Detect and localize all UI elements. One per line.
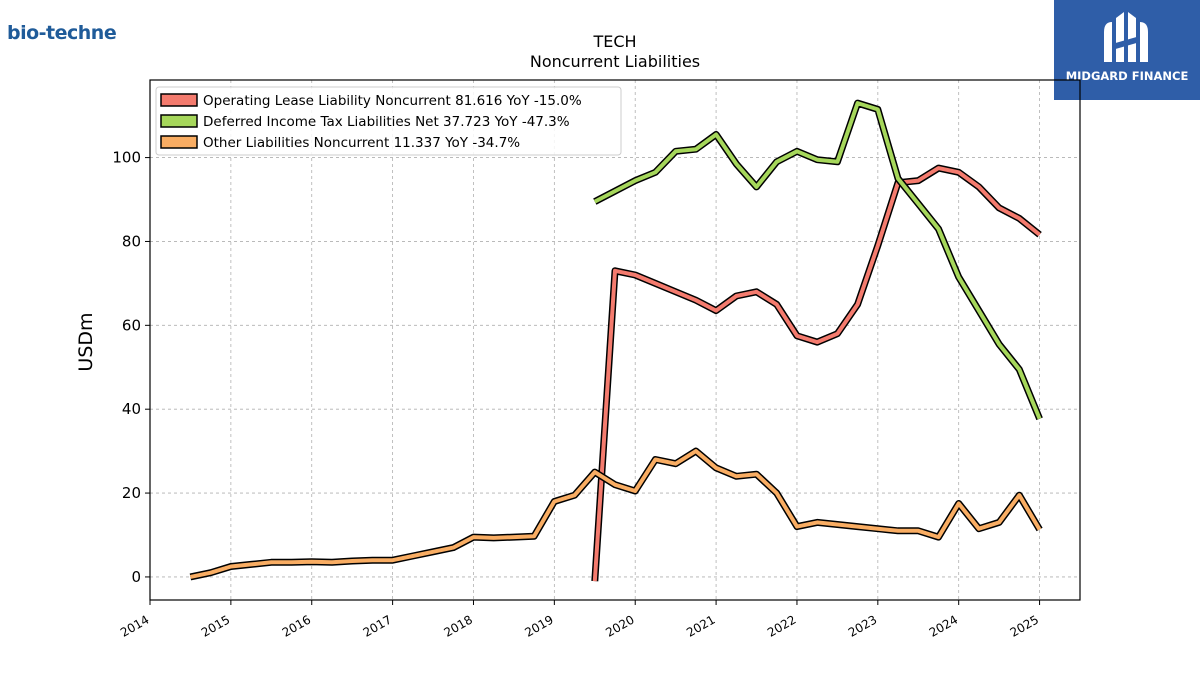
x-tick-label: 2015 [199, 612, 232, 639]
y-tick-label: 20 [122, 484, 141, 502]
brand-name: MIDGARD FINANCE [1065, 69, 1189, 83]
legend-label: Operating Lease Liability Noncurrent 81.… [203, 93, 582, 109]
company-logo: bio-techne [7, 22, 117, 44]
x-ticks: 2014 2015 2016 2017 2018 2019 2020 2021 2022 2023… [118, 600, 1041, 640]
series-line-outline [189, 447, 1043, 581]
legend-item: Operating Lease Liability Noncurrent 81.… [160, 93, 582, 109]
y-tick-label: 100 [112, 149, 141, 167]
series-line [593, 101, 1042, 420]
x-tick-label: 2018 [442, 612, 475, 639]
series-line-outline [593, 99, 1043, 421]
x-tick-label: 2016 [280, 612, 313, 639]
legend-label: Other Liabilities Noncurrent 11.337 YoY … [203, 135, 520, 151]
y-tick-label: 0 [131, 568, 141, 586]
x-tick-label: 2022 [765, 612, 798, 639]
series-2 [189, 447, 1043, 581]
legend-swatch [160, 135, 198, 149]
y-tick-label: 40 [122, 400, 141, 418]
chart-subtitle: Noncurrent Liabilities [530, 52, 700, 71]
brand-logo: MIDGARD FINANCE [1054, 0, 1200, 100]
grid [149, 80, 1080, 600]
y-axis-label: USDm [75, 312, 97, 371]
legend-item: Deferred Income Tax Liabilities Net 37.7… [160, 114, 570, 130]
series-1 [593, 99, 1043, 421]
series-line [592, 166, 1041, 582]
legend-swatch [160, 93, 198, 107]
series-layer [189, 99, 1043, 582]
legend-swatch [160, 114, 198, 128]
plot-frame [149, 79, 1081, 601]
brand-mark-icon [1104, 12, 1148, 62]
legend-label: Deferred Income Tax Liabilities Net 37.7… [203, 114, 570, 130]
x-tick-label: 2017 [361, 612, 394, 639]
x-tick-label: 2023 [846, 612, 879, 639]
series-0 [591, 164, 1042, 582]
y-tick-label: 60 [122, 316, 141, 334]
x-tick-label: 2019 [522, 612, 555, 639]
legend-box [155, 86, 622, 156]
x-tick-label: 2025 [1008, 612, 1041, 639]
legend: Operating Lease Liability Noncurrent 81.… [155, 86, 622, 156]
x-tick-label: 2014 [118, 612, 151, 639]
x-tick-label: 2021 [684, 612, 717, 639]
x-tick-label: 2020 [603, 612, 636, 639]
legend-item: Other Liabilities Noncurrent 11.337 YoY … [160, 135, 520, 151]
x-tick-label: 2024 [927, 612, 960, 639]
y-ticks: 0 20 40 60 80 100 [112, 149, 150, 586]
y-tick-label: 80 [122, 232, 141, 250]
series-line [189, 449, 1042, 579]
chart-title: TECH [592, 32, 636, 51]
